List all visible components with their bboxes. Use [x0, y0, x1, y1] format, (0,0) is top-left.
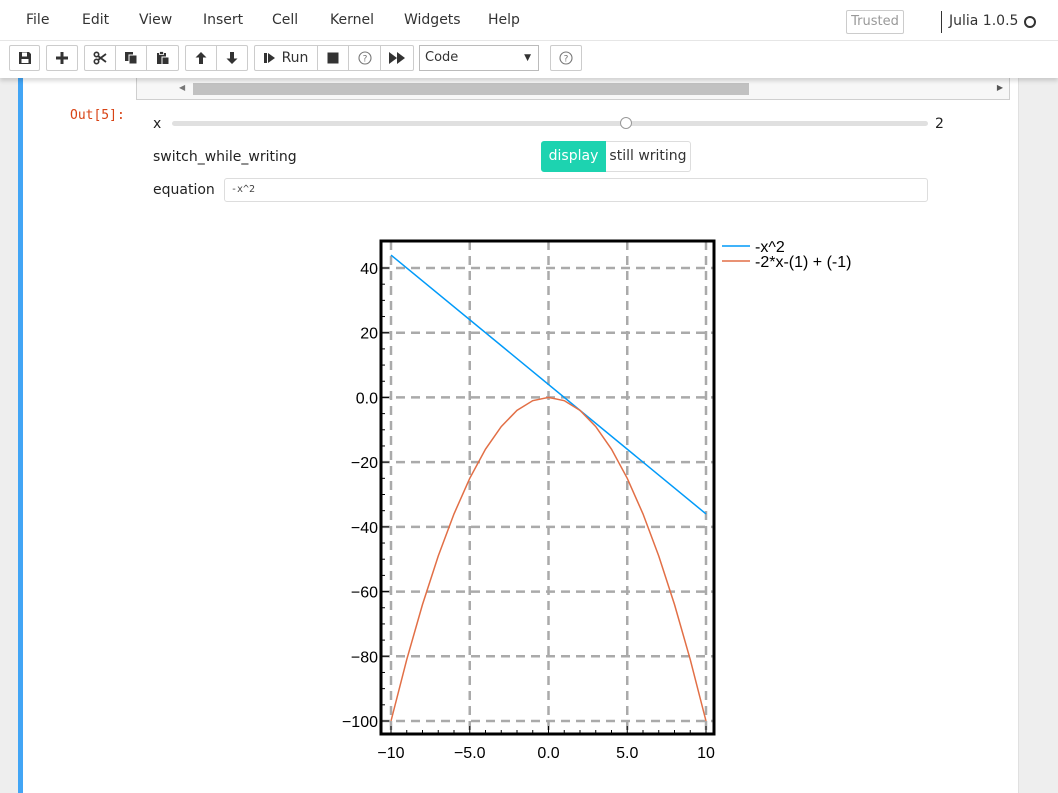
menu-kernel[interactable]: Kernel — [330, 12, 374, 28]
menu-view[interactable]: View — [139, 12, 173, 28]
restart-icon: ? — [357, 51, 372, 65]
chevron-down-icon: ▼ — [524, 53, 531, 63]
toggle-label: switch_while_writing — [153, 149, 297, 165]
menu-insert[interactable]: Insert — [203, 12, 244, 28]
run-label: Run — [281, 50, 309, 66]
save-icon — [18, 52, 31, 64]
equation-input[interactable]: -x^2 — [224, 178, 928, 202]
scroll-left-icon[interactable]: ◀ — [179, 83, 186, 92]
toolbar: Run ? Code ▼ ? — [0, 41, 1058, 78]
output-prompt: Out[5]: — [70, 108, 125, 123]
arrow-up-icon — [195, 52, 207, 64]
menu-bar: File Edit View Insert Cell Kernel Widget… — [0, 0, 1058, 41]
restart-button[interactable]: ? — [348, 45, 381, 71]
move-down-button[interactable] — [216, 45, 248, 71]
equation-label: equation — [153, 182, 215, 198]
cell-type-value: Code — [425, 50, 459, 65]
menu-file[interactable]: File — [26, 12, 50, 28]
plot-frame — [379, 239, 716, 736]
code-cell-horizontal-scrollbar[interactable]: ◀ ▶ — [136, 78, 1010, 100]
plus-icon — [56, 52, 68, 64]
legend-label-2: -2*x-(1) + (-1) — [755, 254, 851, 271]
trusted-indicator[interactable]: Trusted — [846, 10, 904, 34]
series-line-2 — [390, 396, 707, 722]
menu-cell[interactable]: Cell — [272, 12, 299, 28]
x-tick-label: 0.0 — [537, 745, 559, 762]
run-button[interactable]: Run — [254, 45, 318, 71]
interrupt-button[interactable] — [317, 45, 349, 71]
y-tick-label: −100 — [342, 714, 378, 731]
x-tick-label: −5.0 — [454, 745, 486, 762]
switch-toggle-group: display still writing — [541, 141, 691, 172]
y-tick-label: −60 — [351, 585, 378, 602]
y-tick-label: −40 — [351, 520, 378, 537]
tick-labels: −10 −5.0 0.0 5.0 10 40 20 0.0 −20 −40 −60 −80 −100 — [342, 261, 715, 762]
x-tick-label: −10 — [377, 745, 404, 762]
stop-icon — [327, 52, 339, 64]
toggle-display-button[interactable]: display — [541, 141, 606, 172]
series-line-1 — [390, 254, 707, 515]
copy-icon — [125, 52, 138, 65]
y-tick-label: −80 — [351, 649, 378, 666]
command-palette-button[interactable]: ? — [550, 45, 582, 71]
x-slider-track[interactable] — [172, 121, 928, 126]
grid — [381, 241, 714, 734]
copy-button[interactable] — [115, 45, 147, 71]
cut-button[interactable] — [84, 45, 116, 71]
move-up-button[interactable] — [185, 45, 217, 71]
minor-ticks — [381, 267, 707, 734]
arrow-down-icon — [226, 52, 238, 64]
cell-selection-indicator — [18, 78, 23, 793]
y-tick-label: 20 — [360, 326, 378, 343]
x-slider-value: 2 — [935, 116, 944, 132]
step-forward-icon — [263, 53, 275, 63]
scissors-icon — [93, 51, 107, 65]
svg-text:?: ? — [564, 55, 569, 65]
kernel-idle-icon — [1024, 16, 1036, 28]
menu-help[interactable]: Help — [488, 12, 520, 28]
y-tick-label: 0.0 — [356, 390, 378, 407]
series — [390, 254, 707, 722]
slider-label: x — [153, 116, 162, 132]
y-tick-label: 40 — [360, 261, 378, 278]
toggle-still-writing-button[interactable]: still writing — [606, 141, 691, 172]
y-tick-label: −20 — [351, 455, 378, 472]
plot: −10 −5.0 0.0 5.0 10 40 20 0.0 −20 −40 −60 −80 −100 -… — [342, 239, 852, 762]
save-button[interactable] — [9, 45, 40, 71]
scrollbar-thumb[interactable] — [193, 83, 749, 95]
legend-label-1: -x^2 — [755, 239, 785, 256]
paste-icon — [156, 51, 169, 65]
cell-type-select[interactable]: Code ▼ — [419, 45, 539, 71]
kernel-separator — [941, 11, 942, 33]
insert-cell-button[interactable] — [46, 45, 78, 71]
menu-widgets[interactable]: Widgets — [404, 12, 461, 28]
keyboard-help-icon: ? — [559, 51, 573, 65]
x-tick-label: 10 — [697, 745, 715, 762]
restart-run-all-button[interactable] — [380, 45, 414, 71]
legend: -x^2-2*x-(1) + (-1) — [722, 239, 851, 271]
svg-text:?: ? — [362, 55, 367, 65]
x-tick-label: 5.0 — [616, 745, 638, 762]
kernel-name[interactable]: Julia 1.0.5 — [949, 13, 1019, 29]
x-slider-handle[interactable] — [619, 117, 632, 129]
paste-button[interactable] — [146, 45, 179, 71]
menu-edit[interactable]: Edit — [82, 12, 110, 28]
scroll-right-icon[interactable]: ▶ — [996, 83, 1003, 92]
fast-forward-icon — [389, 52, 405, 64]
